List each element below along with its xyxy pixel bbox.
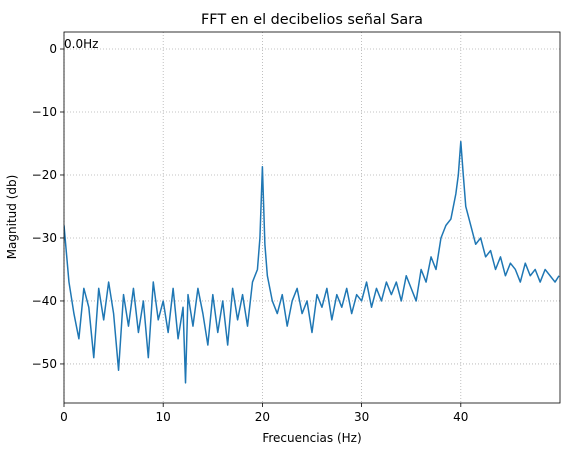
x-tick-label: 40 bbox=[453, 410, 468, 424]
chart-title: FFT en el decibelios señal Sara bbox=[201, 12, 423, 28]
y-tick-label: 0 bbox=[49, 42, 57, 56]
y-tick-label: −40 bbox=[32, 294, 57, 308]
x-tick-label: 20 bbox=[255, 410, 270, 424]
plot-frame bbox=[63, 31, 561, 404]
x-tick-label: 0 bbox=[60, 410, 68, 424]
y-tick-label: −30 bbox=[32, 231, 57, 245]
y-axis-label: Magnitud (db) bbox=[5, 175, 19, 260]
annotation: 0.0Hz bbox=[64, 37, 98, 51]
data-line bbox=[64, 140, 560, 384]
x-tick-label: 30 bbox=[354, 410, 369, 424]
x-tick-label: 10 bbox=[156, 410, 171, 424]
y-tick-label: −50 bbox=[32, 357, 57, 371]
x-axis-label: Frecuencias (Hz) bbox=[262, 431, 361, 445]
y-tick-label: −10 bbox=[32, 105, 57, 119]
y-tick-label: −20 bbox=[32, 168, 57, 182]
